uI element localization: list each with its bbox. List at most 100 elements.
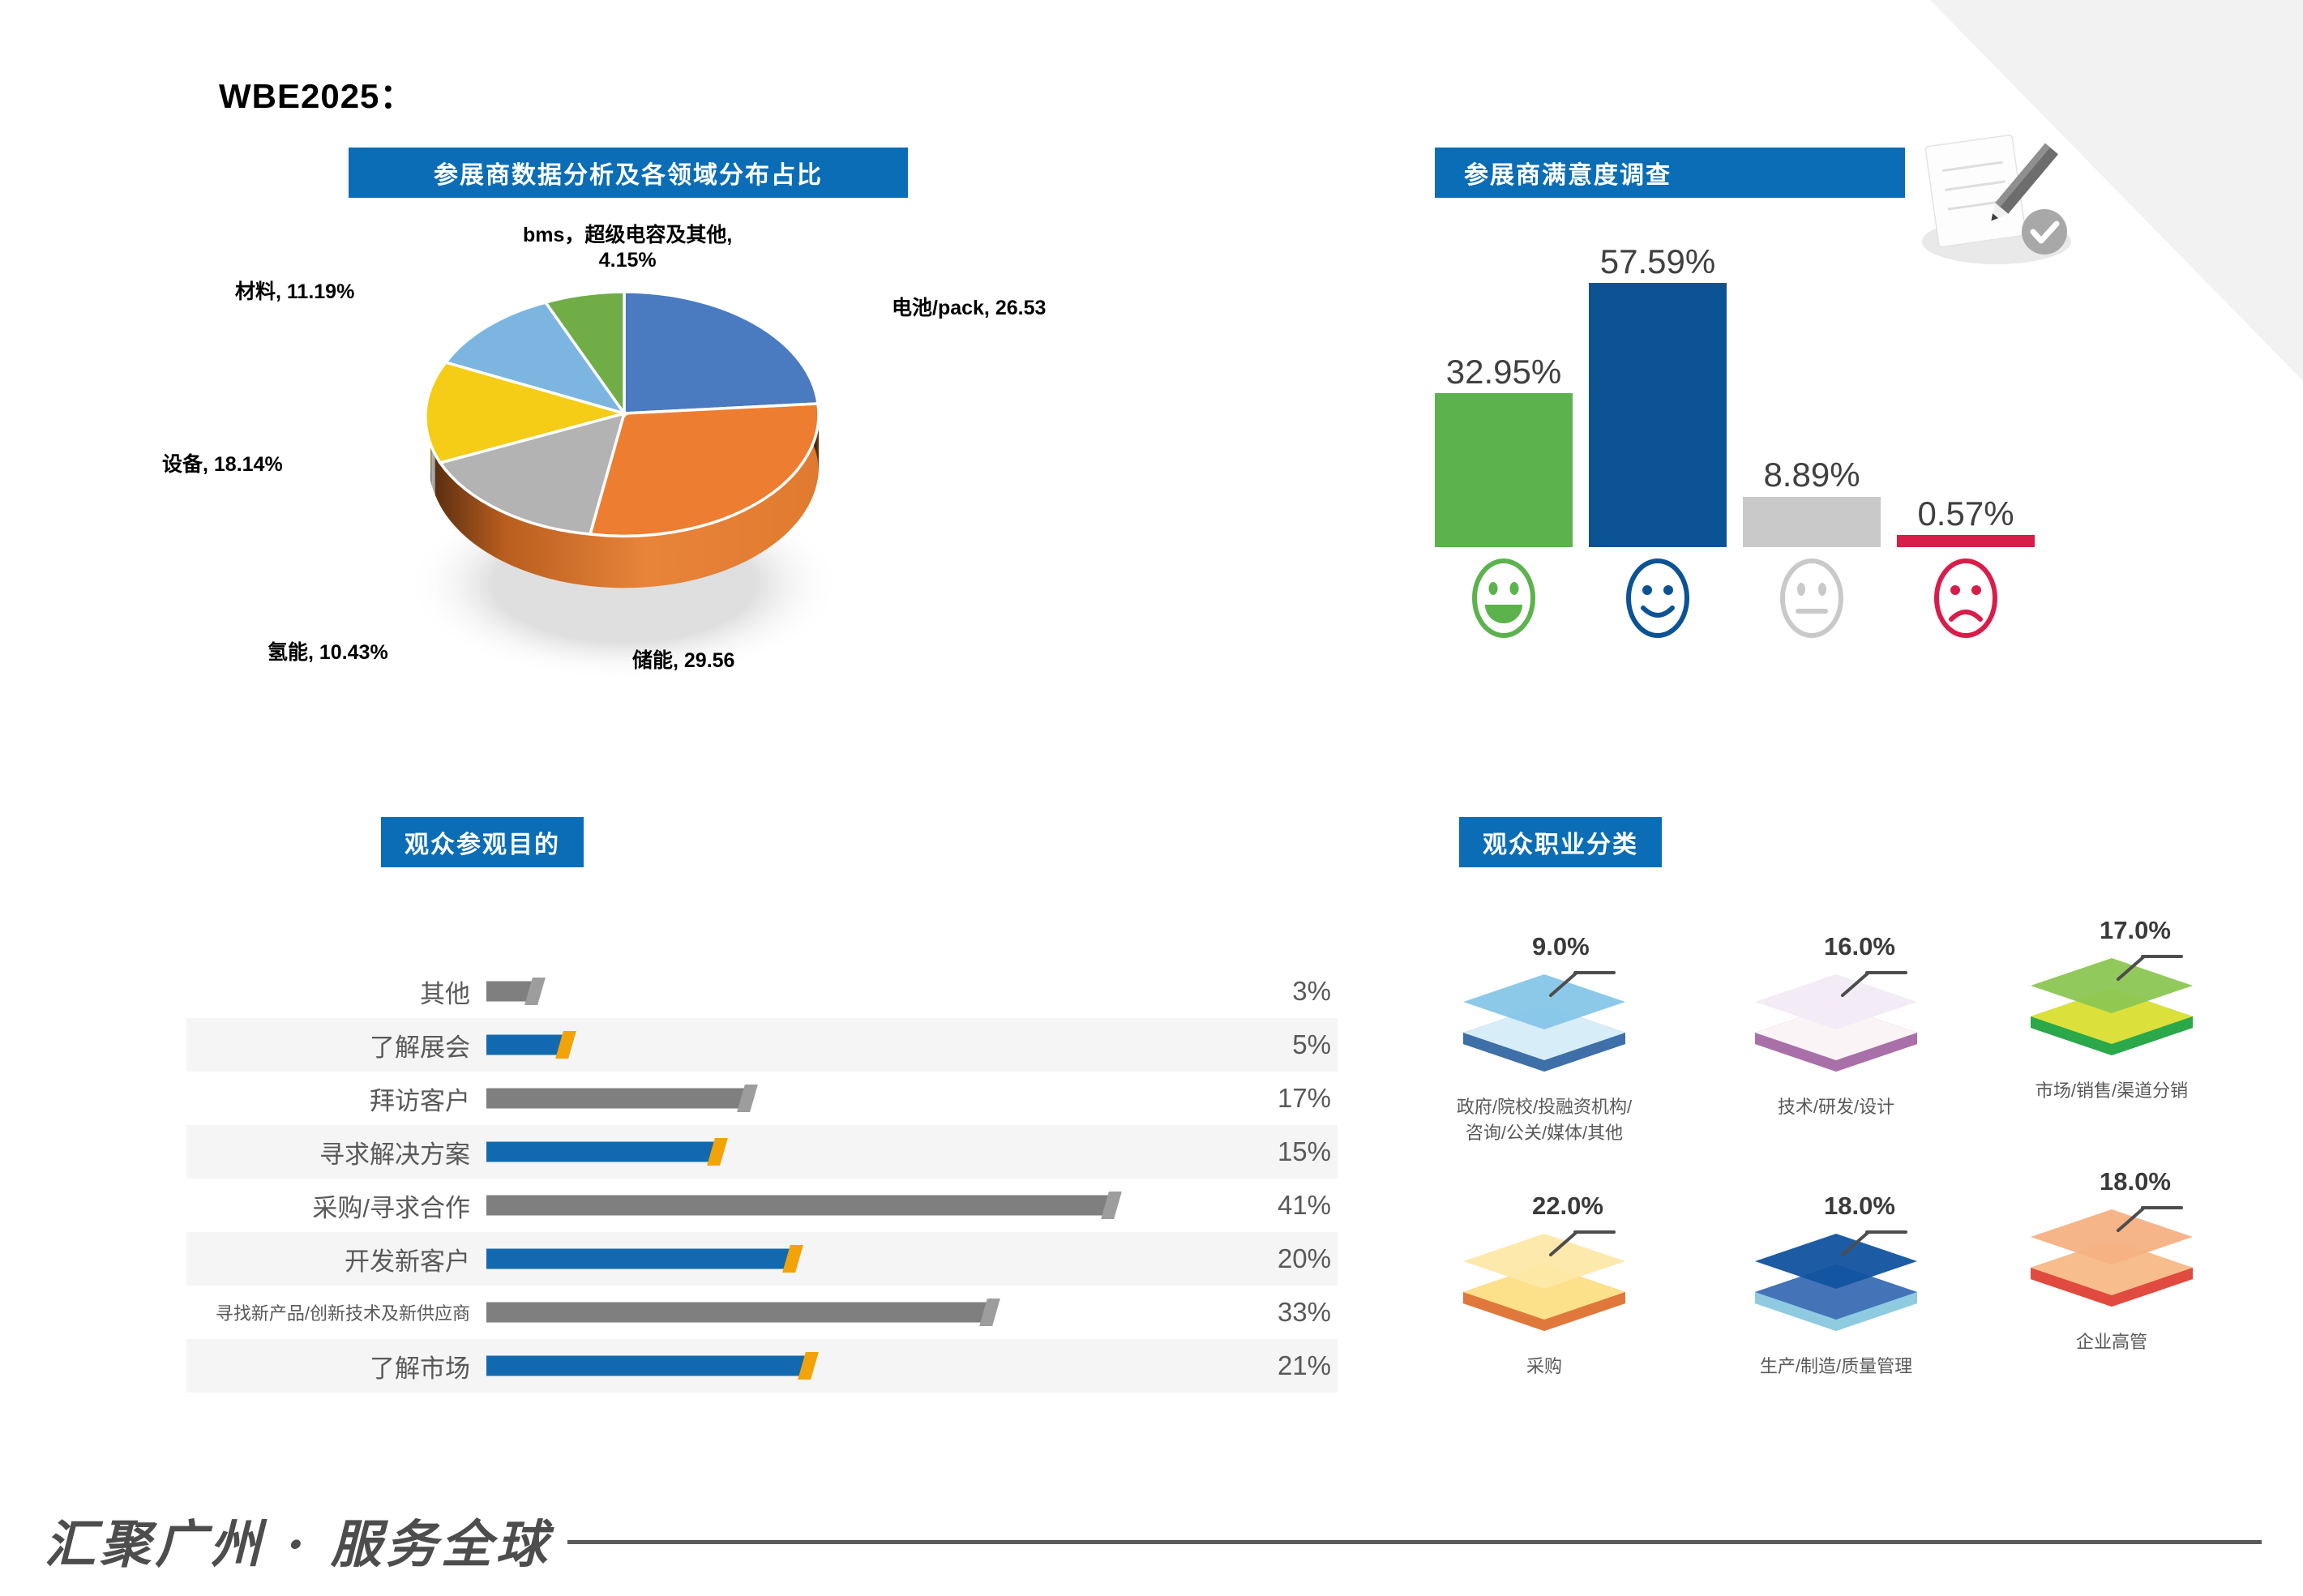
pie-chart-svg [407, 290, 841, 681]
visitor-occupation-label-line1: 生产/制造/质量管理 [1759, 1356, 1913, 1376]
visitor-occupation-label-line1: 采购 [1526, 1356, 1562, 1376]
visitor-purpose-label: 了解市场 [370, 1354, 470, 1383]
visitor-purpose-bar [486, 1034, 563, 1055]
pie-label-storage: 储能, 29.56 [632, 649, 735, 672]
visitor-purpose-percent: 3% [1292, 976, 1331, 1006]
satisfaction-value-very-happy: 32.95% [1445, 353, 1562, 391]
visitor-purpose-row: 了解市场 21% [186, 1339, 1338, 1393]
visitor-purpose-row: 寻找新产品/创新技术及新供应商 33% [186, 1286, 1338, 1339]
satisfaction-value-happy: 57.59% [1599, 242, 1716, 280]
visitor-occupation-label: 企业高管 [1978, 1329, 2245, 1355]
visitor-purpose-track [486, 1072, 1240, 1125]
visitor-occupation-label: 市场/销售/渠道分销 [1978, 1078, 2245, 1104]
visitor-purpose-track [486, 965, 1240, 1018]
pie-label-bms-line2: 4.15% [598, 249, 657, 272]
visitor-purpose-row: 采购/寻求合作 41% [186, 1179, 1338, 1232]
footer-divider [567, 1540, 2262, 1544]
visitor-occupation-percent: 18.0% [2100, 1167, 2171, 1196]
clipboard-pencil-check-icon [1922, 134, 2071, 264]
face-very-happy-icon [1472, 558, 1535, 638]
pie-label-material: 材料, 11.19% [235, 280, 355, 303]
visitor-occupation-label-line1: 政府/院校/投融资机构/ [1456, 1097, 1633, 1117]
visitor-purpose-bar-chart: 其他 3% 了解展会 5% 拜访客户 17% 寻求解决方案 15% 采购/寻求合作 41% 开发新客… [186, 965, 1338, 1451]
section-header-visitor-occupation: 观众职业分类 [1459, 817, 1662, 867]
visitor-purpose-label: 拜访客户 [370, 1086, 470, 1115]
satisfaction-bar-sad [1897, 535, 2035, 547]
face-neutral-icon [1780, 558, 1843, 638]
visitor-occupation-label: 技术/研发/设计 [1702, 1094, 1970, 1120]
visitor-occupation-label-line1: 市场/销售/渠道分销 [2035, 1080, 2189, 1101]
exhibitor-satisfaction-bar-chart: 32.95% 57.59% 8.89% 0.57% [1427, 242, 2035, 640]
visitor-purpose-track [486, 1179, 1240, 1232]
satisfaction-bar-very-happy [1435, 393, 1573, 547]
visitor-purpose-row: 了解展会 5% [186, 1018, 1338, 1072]
visitor-purpose-percent: 21% [1277, 1350, 1331, 1380]
visitor-occupation-label: 生产/制造/质量管理 [1702, 1354, 1970, 1380]
visitor-purpose-percent: 41% [1277, 1190, 1331, 1220]
visitor-purpose-bar [486, 1088, 744, 1109]
satisfaction-column-sad: 0.57% [1897, 267, 2035, 640]
visitor-occupation-label-line1: 企业高管 [2075, 1332, 2147, 1352]
satisfaction-bar-happy [1589, 283, 1727, 547]
satisfaction-column-very-happy: 32.95% [1435, 267, 1573, 640]
footer-slogan: 汇聚广州 · 服务全球 [45, 1514, 551, 1574]
visitor-purpose-bar [486, 1302, 987, 1323]
visitor-occupation-label: 政府/院校/投融资机构/咨询/公关/媒体/其他 [1410, 1094, 1678, 1146]
page-title: WBE2025： [219, 77, 415, 115]
visitor-purpose-row: 其他 3% [186, 965, 1338, 1018]
pie-label-hydrogen: 氢能, 10.43% [268, 641, 388, 664]
visitor-purpose-track [486, 1339, 1240, 1393]
satisfaction-value-neutral: 8.89% [1763, 456, 1860, 494]
visitor-purpose-label: 了解展会 [370, 1033, 470, 1062]
satisfaction-value-sad: 0.57% [1917, 494, 2014, 533]
layer-stack-icon [1755, 1230, 1917, 1331]
visitor-purpose-track [486, 1232, 1240, 1286]
section-header-visitor-purpose: 观众参观目的 [381, 817, 584, 867]
visitor-purpose-percent: 5% [1292, 1029, 1331, 1059]
visitor-purpose-percent: 20% [1277, 1243, 1331, 1273]
pie-label-battery: 电池/pack, 26.53 [892, 297, 1047, 319]
face-happy-icon [1626, 558, 1689, 638]
visitor-occupation-label-line2: 咨询/公关/媒体/其他 [1465, 1122, 1624, 1143]
visitor-occupation-percent: 16.0% [1824, 932, 1895, 961]
visitor-occupation-percent: 22.0% [1532, 1192, 1603, 1220]
visitor-purpose-bar [486, 1141, 714, 1162]
layer-stack-icon [2031, 955, 2193, 1055]
visitor-purpose-bar [486, 1195, 1108, 1216]
satisfaction-column-happy: 57.59% [1589, 242, 1727, 640]
visitor-purpose-label: 寻求解决方案 [319, 1140, 470, 1169]
visitor-purpose-bar [486, 1355, 805, 1376]
layer-stack-icon [1463, 971, 1625, 1072]
visitor-purpose-bar [486, 981, 533, 1002]
face-sad-icon [1934, 558, 1997, 638]
visitor-purpose-row: 拜访客户 17% [186, 1072, 1338, 1125]
visitor-purpose-label: 寻找新产品/创新技术及新供应商 [215, 1303, 470, 1324]
visitor-purpose-row: 开发新客户 20% [186, 1232, 1338, 1286]
visitor-occupation-label-line1: 技术/研发/设计 [1777, 1097, 1895, 1117]
visitor-purpose-track [486, 1125, 1240, 1179]
visitor-purpose-label: 开发新客户 [345, 1247, 470, 1276]
visitor-occupation-chart: 9.0% 政府/院校/投融资机构/咨询/公关/媒体/其他 16.0% 技术/研发/设计… [1410, 916, 2278, 1459]
pie-label-equipment: 设备, 18.14% [162, 453, 283, 476]
pie-label-bms-line1: bms，超级电容及其他, [523, 224, 733, 246]
visitor-purpose-percent: 33% [1277, 1297, 1331, 1327]
satisfaction-column-neutral: 8.89% [1743, 267, 1881, 640]
visitor-purpose-track [486, 1018, 1240, 1072]
visitor-purpose-bar [486, 1248, 790, 1269]
pie-label-bms: bms，超级电容及其他, 4.15% [523, 223, 732, 274]
layer-stack-icon [1755, 971, 1917, 1072]
visitor-purpose-percent: 15% [1277, 1136, 1331, 1166]
visitor-occupation-label: 采购 [1410, 1354, 1678, 1380]
layer-stack-icon [1463, 1230, 1625, 1331]
section-header-exhibitor-distribution: 参展商数据分析及各领域分布占比 [349, 148, 908, 198]
visitor-occupation-percent: 17.0% [2100, 916, 2171, 944]
satisfaction-bar-neutral [1743, 497, 1881, 547]
visitor-occupation-percent: 9.0% [1532, 932, 1590, 961]
visitor-purpose-row: 寻求解决方案 15% [186, 1125, 1338, 1179]
visitor-purpose-label: 采购/寻求合作 [312, 1193, 470, 1222]
visitor-purpose-label: 其他 [420, 979, 470, 1008]
visitor-purpose-percent: 17% [1277, 1083, 1331, 1113]
exhibitor-field-distribution-pie-chart: bms，超级电容及其他, 4.15% 材料, 11.19% 电池/pack, 2… [162, 224, 1159, 778]
layer-stack-icon [2031, 1206, 2193, 1307]
visitor-occupation-percent: 18.0% [1824, 1192, 1895, 1220]
